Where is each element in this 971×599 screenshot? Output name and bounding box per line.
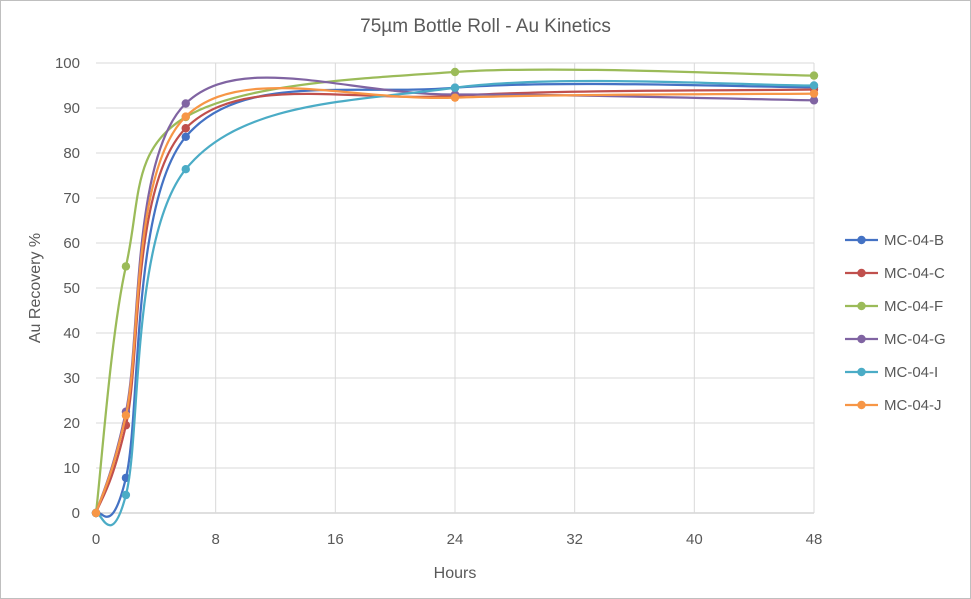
y-tick-label: 30: [63, 370, 80, 387]
legend-marker-mc-04-f: [857, 301, 866, 311]
legend-label-mc-04-i: MC-04-I: [884, 364, 938, 381]
legend-label-mc-04-g: MC-04-G: [884, 331, 946, 348]
data-point-mc-04-i: [809, 81, 819, 90]
y-axis-ticks: 0 10 20 30 40 50 60 70 80 90 100: [55, 55, 80, 522]
legend-label-mc-04-b: MC-04-B: [884, 232, 944, 249]
data-point-mc-04-j: [450, 93, 460, 102]
data-point-mc-04-i: [181, 165, 190, 174]
y-tick-label: 60: [63, 235, 80, 252]
data-point-mc-04-j: [91, 508, 101, 518]
data-point-mc-04-c: [181, 124, 190, 133]
x-tick-label: 48: [806, 531, 823, 548]
legend-marker-mc-04-j: [857, 400, 866, 410]
x-tick-label: 0: [92, 531, 100, 548]
y-tick-label: 40: [63, 325, 80, 342]
y-tick-label: 80: [63, 145, 80, 162]
legend-marker-mc-04-c: [857, 268, 866, 278]
series-group: [91, 67, 819, 527]
data-point-mc-04-f: [809, 71, 819, 80]
x-axis-ticks: 0 8 16 24 32 40 48: [92, 531, 823, 548]
y-axis-title: Au Recovery %: [27, 233, 44, 343]
x-tick-label: 40: [686, 531, 703, 548]
data-point-mc-04-f: [450, 67, 460, 77]
gridlines: [96, 62, 815, 514]
series-line-mc-04-f: [94, 68, 815, 514]
data-point-mc-04-j: [809, 89, 819, 98]
y-tick-label: 20: [63, 415, 80, 432]
x-tick-label: 32: [566, 531, 583, 548]
legend-label-mc-04-j: MC-04-J: [884, 397, 942, 414]
data-point-mc-04-j: [181, 112, 190, 121]
y-tick-label: 10: [63, 460, 80, 477]
x-tick-label: 24: [447, 531, 464, 548]
data-point-mc-04-b: [181, 132, 190, 141]
y-tick-label: 90: [63, 100, 80, 117]
data-point-mc-04-g: [181, 99, 190, 108]
y-tick-label: 0: [72, 505, 80, 522]
data-point-mc-04-j: [121, 411, 131, 420]
legend-marker-mc-04-b: [857, 235, 866, 245]
series-mc-04-j: [91, 87, 819, 518]
y-tick-label: 100: [55, 55, 80, 72]
data-point-mc-04-i: [121, 490, 131, 500]
data-point-mc-04-i: [450, 83, 460, 92]
x-tick-label: 16: [327, 531, 344, 548]
legend: MC-04-B MC-04-C MC-04-F MC-04-G MC-04-I MC-04…: [845, 232, 946, 414]
legend-marker-mc-04-i: [857, 367, 866, 377]
x-tick-label: 8: [211, 531, 219, 548]
data-point-mc-04-f: [121, 262, 131, 271]
legend-label-mc-04-f: MC-04-F: [884, 298, 943, 315]
y-tick-label: 70: [63, 190, 80, 207]
data-point-mc-04-g: [809, 96, 819, 105]
legend-marker-mc-04-g: [857, 334, 866, 344]
y-tick-label: 50: [63, 280, 80, 297]
x-axis-title: Hours: [434, 565, 477, 582]
chart-title: 75µm Bottle Roll - Au Kinetics: [360, 16, 611, 37]
legend-label-mc-04-c: MC-04-C: [884, 265, 945, 282]
